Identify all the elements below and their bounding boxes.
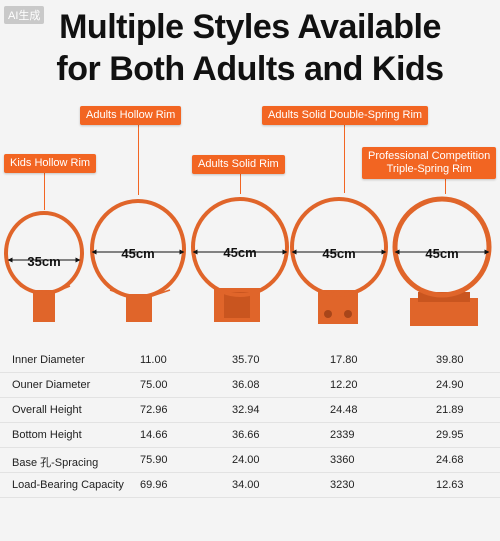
leader-line [445, 176, 446, 194]
cell-value: 32.94 [232, 404, 260, 416]
row-label: Base 孔-Spracing [12, 457, 99, 469]
cell-value: 21.89 [436, 404, 464, 416]
leader-line [138, 121, 139, 195]
leader-line [344, 121, 345, 193]
rim-size-label: 45cm [223, 245, 256, 260]
table-row: Ouner Diameter 75.00 36.08 12.20 24.90 [0, 373, 500, 398]
label-line-1: Professional Competition [368, 150, 491, 162]
row-label: Inner Diameter [12, 354, 85, 366]
cell-value: 12.63 [436, 479, 464, 491]
cell-value: 35.70 [232, 354, 260, 366]
cell-value: 39.80 [436, 354, 464, 366]
rim-adults-solid [191, 197, 289, 322]
title-line-1: Multiple Styles Available [59, 8, 441, 46]
specs-table: Inner Diameter 11.00 35.70 17.80 39.80 O… [0, 348, 500, 498]
rim-adults-hollow [90, 199, 186, 322]
label-adults-hollow-rim: Adults Hollow Rim [80, 106, 182, 125]
cell-value: 34.00 [232, 479, 260, 491]
cell-value: 29.95 [436, 429, 464, 441]
page-title: Multiple Styles Available for Both Adult… [0, 6, 500, 90]
cell-value: 2339 [330, 429, 355, 441]
rim-professional-triple-spring [392, 196, 492, 326]
rims-illustration: 35cm 45cm 45cm 45cm 45cm [4, 196, 492, 326]
label-adults-double-spring-rim: Adults Solid Double-Spring Rim [262, 106, 429, 125]
leader-line [240, 170, 241, 194]
leader-line [44, 168, 45, 210]
cell-value: 12.20 [330, 379, 358, 391]
label-adults-solid-rim: Adults Solid Rim [192, 155, 285, 174]
cell-value: 24.00 [232, 454, 260, 466]
cell-value: 11.00 [140, 354, 167, 366]
ai-generated-badge: AI生成 [4, 6, 45, 24]
row-label: Overall Height [12, 404, 82, 416]
label-line-2: Triple-Spring Rim [386, 163, 472, 175]
row-label: Load-Bearing Capacity [12, 479, 124, 491]
rim-size-label: 35cm [27, 254, 60, 269]
title-line-2: for Both Adults and Kids [56, 50, 444, 88]
cell-value: 24.68 [436, 454, 464, 466]
table-row: Bottom Height 14.66 36.66 2339 29.95 [0, 423, 500, 448]
row-label: Bottom Height [12, 429, 82, 441]
cell-value: 3230 [330, 479, 355, 491]
row-label: Ouner Diameter [12, 379, 91, 391]
rim-kids-hollow [4, 211, 84, 322]
rim-size-label: 45cm [322, 246, 355, 261]
rim-size-label: 45cm [121, 246, 154, 261]
table-row: Load-Bearing Capacity 69.96 34.00 3230 1… [0, 473, 500, 498]
rim-size-label: 45cm [425, 246, 458, 261]
rim-adults-double-spring [290, 197, 388, 324]
cell-value: 14.66 [140, 429, 168, 441]
table-row: Inner Diameter 11.00 35.70 17.80 39.80 [0, 348, 500, 373]
cell-value: 3360 [330, 454, 355, 466]
cell-value: 24.48 [330, 404, 358, 416]
label-professional-triple-spring-rim: Professional Competition Triple-Spring R… [362, 147, 497, 179]
table-row: Overall Height 72.96 32.94 24.48 21.89 [0, 398, 500, 423]
cell-value: 24.90 [436, 379, 464, 391]
label-kids-hollow-rim: Kids Hollow Rim [4, 154, 97, 173]
cell-value: 17.80 [330, 354, 358, 366]
cell-value: 72.96 [140, 404, 168, 416]
cell-value: 75.90 [140, 454, 168, 466]
cell-value: 36.66 [232, 429, 260, 441]
cell-value: 75.00 [140, 379, 168, 391]
table-row: Base 孔-Spracing 75.90 24.00 3360 24.68 [0, 448, 500, 473]
cell-value: 36.08 [232, 379, 260, 391]
cell-value: 69.96 [140, 479, 168, 491]
